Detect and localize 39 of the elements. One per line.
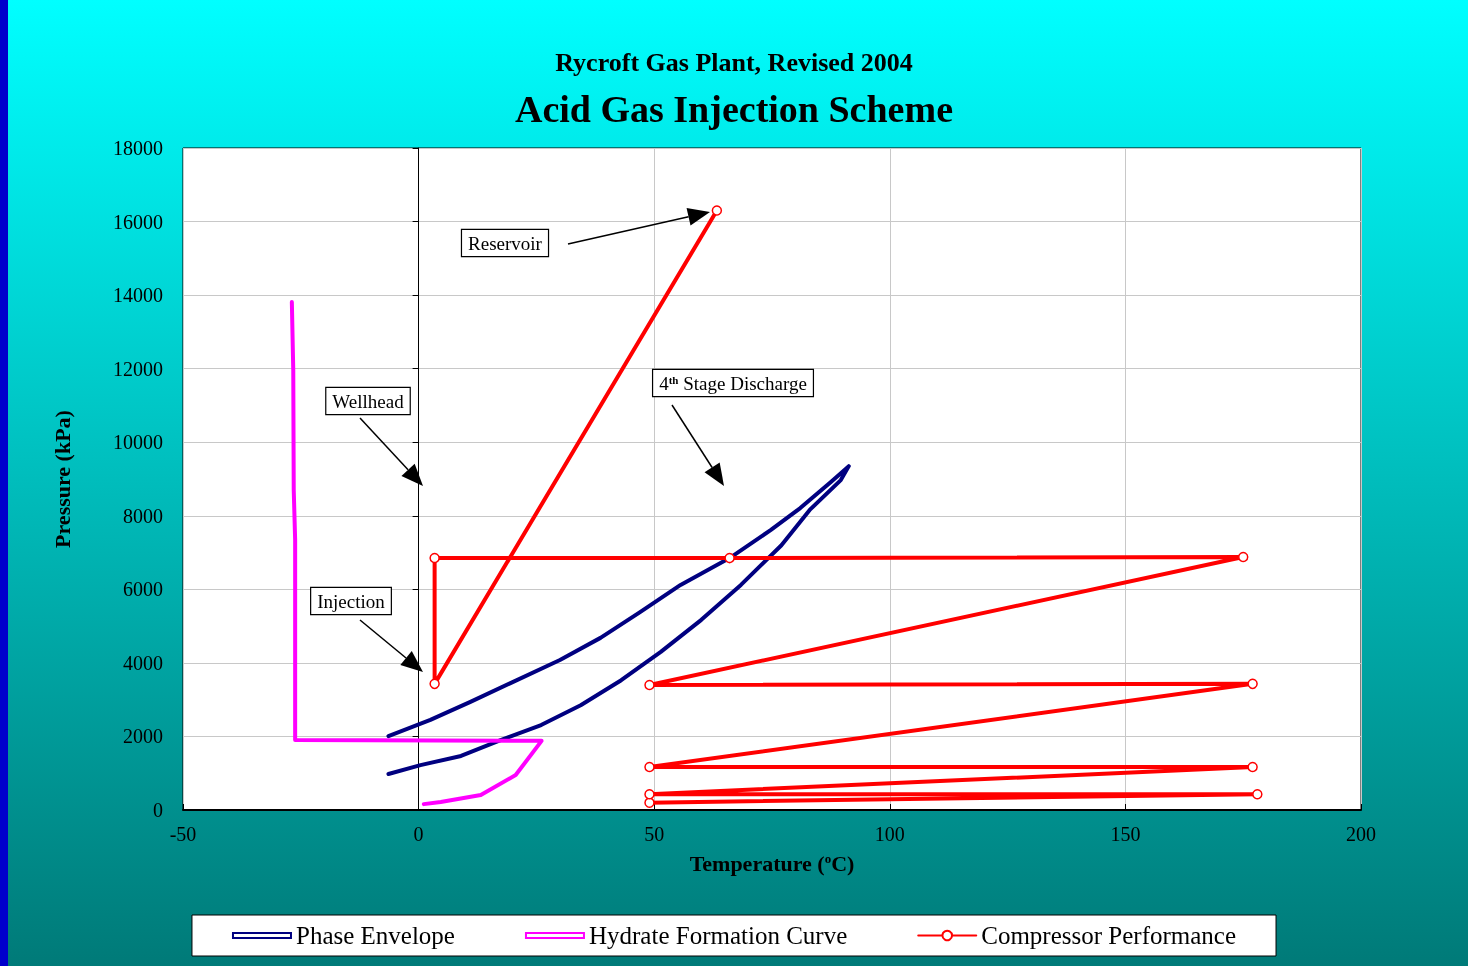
y-tick-label: 6000: [123, 578, 163, 601]
point: [724, 552, 735, 564]
y-tick-label: 10000: [113, 431, 163, 454]
y-tick-label: 2000: [123, 725, 163, 748]
x-tick-label: -50: [169, 823, 197, 845]
legend-label: Phase Envelope: [295, 922, 455, 949]
point: [644, 679, 655, 691]
y-tick-label: 0: [153, 799, 163, 821]
x-tick-label: 200: [1346, 823, 1376, 845]
point: [1247, 678, 1258, 690]
y-tick-label: 12000: [113, 357, 163, 380]
x-tick-label: 100: [874, 823, 905, 845]
x-tick-label: 50: [644, 823, 665, 845]
annotation: Reservoir: [468, 233, 543, 254]
point: [644, 788, 655, 800]
point: [1252, 788, 1263, 800]
legend-label: Compressor Performance: [981, 922, 1237, 949]
x-tick-label: 150: [1110, 823, 1141, 845]
point: [644, 761, 655, 773]
y-tick-label: 4000: [123, 651, 163, 674]
chart-title: Acid Gas Injection Scheme: [514, 88, 954, 130]
line-series: [386, 464, 851, 776]
point: [429, 552, 440, 564]
point: [644, 797, 655, 808]
point: [1247, 761, 1258, 773]
y-axis-title: Pressure (kPa): [49, 410, 75, 548]
point: [1237, 551, 1249, 563]
point: [711, 205, 723, 216]
point: [429, 678, 440, 690]
annotation: Injection: [317, 591, 386, 612]
y-tick-label: 8000: [123, 504, 163, 527]
y-tick-label: 18000: [113, 137, 163, 159]
y-tick-label: 16000: [113, 210, 163, 233]
x-tick-label: 0: [413, 823, 424, 845]
annotation: Wellhead: [332, 391, 405, 412]
line-series: [289, 300, 544, 807]
legend-label: Hydrate Formation Curve: [588, 922, 848, 949]
chart-subtitle: Rycroft Gas Plant, Revised 2004: [555, 47, 913, 77]
y-tick-label: 14000: [113, 284, 163, 307]
